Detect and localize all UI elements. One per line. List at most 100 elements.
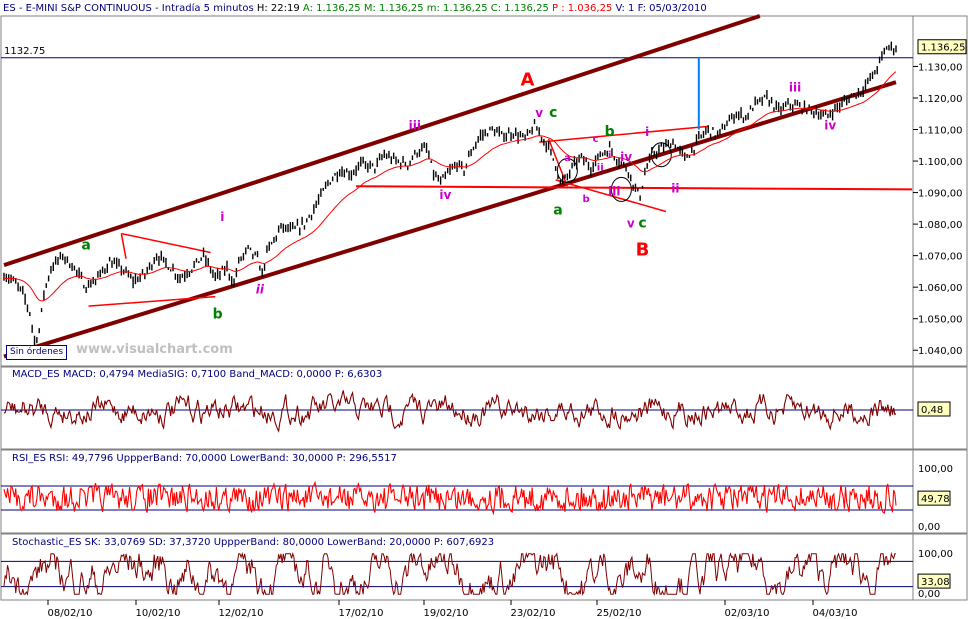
title-part: UppperBand: 70,0000 bbox=[116, 453, 229, 464]
rsi-tick-0: 0,00 bbox=[918, 522, 940, 533]
header-item: C: 1.136,25 bbox=[491, 3, 552, 14]
stoch-tick-0: 0,00 bbox=[918, 589, 940, 600]
wave-label: iv bbox=[824, 119, 836, 133]
macd-panel bbox=[0, 366, 968, 450]
triangle-lower-line[interactable] bbox=[88, 295, 216, 307]
wave-label: a bbox=[553, 203, 562, 219]
y-tick-label: 1.080,00 bbox=[918, 220, 963, 231]
title-part: SD: 37,3720 bbox=[149, 537, 214, 548]
x-tick-label: 08/02/10 bbox=[48, 608, 93, 619]
last-price-tag: 1.136,25 bbox=[917, 39, 967, 55]
wave-label: a bbox=[81, 237, 90, 253]
x-axis: 08/02/10 10/02/10 12/02/10 17/02/10 19/02/10… bbox=[1, 599, 913, 619]
wave-label: v bbox=[535, 106, 543, 120]
stochastic-line[interactable] bbox=[3, 551, 896, 596]
upper-channel-line[interactable] bbox=[3, 14, 761, 267]
header-bg bbox=[0, 0, 968, 16]
x-tick-label: 17/02/10 bbox=[339, 608, 384, 619]
wedge-lower-line[interactable] bbox=[555, 179, 667, 213]
wave-label: iii bbox=[789, 81, 801, 95]
triangle-side-line[interactable] bbox=[120, 233, 127, 259]
wave-label: c bbox=[549, 105, 557, 121]
wave-label: A bbox=[520, 69, 534, 90]
price-bars bbox=[3, 41, 897, 346]
y-tick-label: 1.090,00 bbox=[918, 189, 963, 200]
wave-label: i bbox=[220, 210, 224, 224]
x-tick-label: 23/02/10 bbox=[511, 608, 556, 619]
wave-label: iii bbox=[409, 119, 421, 133]
value-tag-label: 0,48 bbox=[921, 405, 943, 416]
lower-channel-line[interactable] bbox=[3, 80, 897, 359]
wedge-upper-line[interactable] bbox=[539, 125, 709, 143]
y-tick-label: 1.060,00 bbox=[918, 283, 963, 294]
header-item: m: 1.136,25 bbox=[427, 3, 491, 14]
title-part: RSI: 49,7796 bbox=[49, 453, 116, 464]
macd-title: MACD_ES MACD: 0,4794 MediaSIG: 0,7100 Ba… bbox=[12, 369, 382, 380]
title-part: UppperBand: 80,0000 bbox=[214, 537, 327, 548]
header-item: M: 1.136,25 bbox=[364, 3, 427, 14]
wave-label: a bbox=[564, 153, 571, 164]
pattern-circle bbox=[610, 176, 632, 202]
watermark: www.visualchart.com bbox=[76, 342, 233, 357]
y-tick-label: 1.070,00 bbox=[918, 252, 963, 263]
value-tag-box bbox=[917, 401, 951, 417]
y-tick-label: 1.040,00 bbox=[918, 346, 963, 357]
x-tick-label: 10/02/10 bbox=[136, 608, 181, 619]
support-line[interactable] bbox=[356, 185, 913, 191]
orders-button[interactable]: Sin órdenes bbox=[6, 345, 68, 360]
horizontal-level-label: 1132.75 bbox=[4, 46, 45, 57]
rsi-line[interactable] bbox=[3, 480, 897, 516]
y-tick-label: 1.100,00 bbox=[918, 157, 963, 168]
macd-line[interactable] bbox=[3, 390, 897, 433]
title-part: RSI_ES bbox=[12, 453, 49, 464]
stochastic-title: Stochastic_ES SK: 33,0769 SD: 37,3720 Up… bbox=[12, 537, 494, 548]
y-tick-label: 1.050,00 bbox=[918, 315, 963, 326]
header-item: F: 05/03/2010 bbox=[638, 3, 707, 14]
title-part: MediaSIG: 0,7100 bbox=[138, 369, 230, 380]
value-tag-box bbox=[917, 573, 951, 589]
wave-label: B bbox=[636, 240, 650, 261]
last-price-label: 1.136,25 bbox=[921, 43, 966, 54]
wave-label: iv bbox=[620, 150, 632, 164]
wave-label: c bbox=[593, 134, 599, 145]
wave-label: ii bbox=[256, 282, 265, 296]
title-part: Stochastic_ES bbox=[12, 537, 85, 548]
value-tag-box bbox=[917, 490, 951, 506]
price-panel bbox=[0, 15, 968, 367]
wave-label: iii bbox=[608, 185, 620, 199]
wave-label: b bbox=[583, 194, 590, 205]
title-part: Band_MACD: 0,0000 bbox=[229, 369, 334, 380]
rsi-panel bbox=[0, 449, 968, 534]
wave-label: c bbox=[638, 215, 646, 231]
wave-label: b bbox=[605, 124, 615, 140]
title-part: LowerBand: 20,0000 bbox=[327, 537, 434, 548]
moving-average-line[interactable] bbox=[3, 71, 897, 302]
rsi-tick-100: 100,00 bbox=[918, 464, 953, 475]
value-tag-label: 33,08 bbox=[921, 577, 950, 588]
macd-last-tag: 0,48 bbox=[917, 401, 951, 417]
header-item: V: 1 bbox=[615, 3, 637, 14]
stoch-tick-100: 100,00 bbox=[918, 549, 953, 560]
wedge-side-line[interactable] bbox=[547, 138, 569, 187]
y-tick-label: 1.130,00 bbox=[918, 62, 963, 73]
last-price-box bbox=[917, 39, 967, 55]
x-tick-label: 25/02/10 bbox=[597, 608, 642, 619]
header-item: A: 1.136,25 bbox=[303, 3, 364, 14]
title-part: P: 296,5517 bbox=[337, 453, 397, 464]
header-bar: ES - E-MINI S&P CONTINUOUS - Intradía 5 … bbox=[0, 0, 968, 16]
value-tag-label: 49,78 bbox=[921, 494, 950, 505]
triangle-upper-line[interactable] bbox=[121, 232, 211, 254]
title-part: P: 607,6923 bbox=[434, 537, 494, 548]
rsi-title: RSI_ES RSI: 49,7796 UppperBand: 70,0000 … bbox=[12, 453, 397, 464]
pattern-circle bbox=[556, 158, 578, 184]
price-y-axis: 1.040,00 1.050,00 1.060,00 1.070,00 1.080,00… bbox=[913, 62, 963, 357]
title-part: LowerBand: 30,0000 bbox=[230, 453, 337, 464]
title-part: MACD_ES bbox=[12, 369, 63, 380]
header-item: H: 22:19 bbox=[257, 3, 303, 14]
wave-label: ii bbox=[671, 182, 679, 196]
header-symbol: ES - E-MINI S&P CONTINUOUS - Intradía 5 … bbox=[3, 2, 257, 14]
wave-label: ii bbox=[597, 163, 604, 174]
